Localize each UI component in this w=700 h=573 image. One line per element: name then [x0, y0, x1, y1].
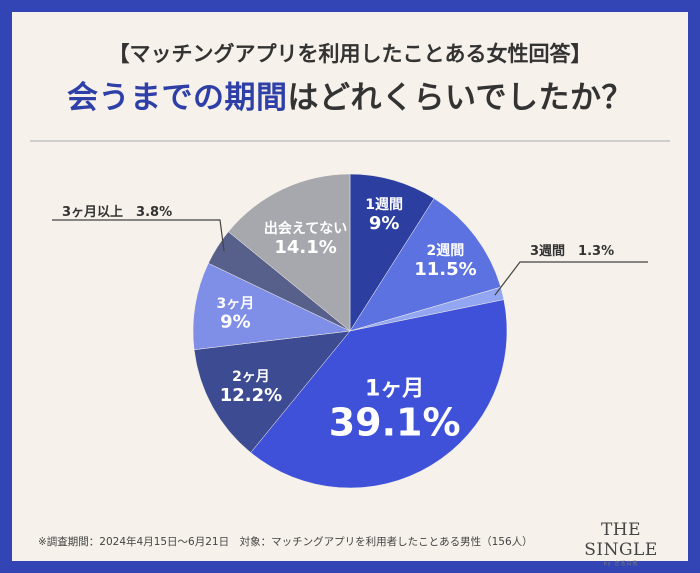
slice-label: 1ヶ月 — [365, 377, 424, 402]
slice-value-label: 11.5% — [414, 259, 476, 280]
logo-sub: by 恋活白書 — [603, 561, 639, 567]
callout-label: 3ヶ月以上 3.8% — [62, 205, 172, 220]
slice-value-label: 12.2% — [220, 385, 282, 406]
pie-slice-2 — [349, 198, 502, 332]
callout-label: 3週間 1.3% — [530, 244, 614, 259]
slice-value-label: 39.1% — [329, 400, 461, 444]
slice-label: 出会えてない — [264, 220, 347, 237]
chart-title: 会うまでの期間はどれくらいでしたか？ — [12, 72, 688, 117]
title-highlight: 会うまでの期間 — [66, 80, 288, 116]
callout-leader-line — [52, 219, 225, 252]
title-divider — [30, 140, 670, 142]
pie-slice-4 — [250, 299, 508, 489]
pie-slice-1 — [349, 173, 435, 332]
slice-value-label: 9% — [220, 312, 251, 333]
logo-main: THE SINGLE — [584, 520, 658, 560]
callout-leader-line — [494, 261, 648, 296]
slice-value-label: 14.1% — [274, 237, 336, 258]
survey-footnote: ※調査期間：2024年4月15日〜6月21日 対象：マッチングアプリを利用者した… — [38, 536, 533, 548]
slice-label: 2ヶ月 — [232, 369, 270, 385]
pie-slice-6 — [192, 262, 351, 350]
pie-slice-8 — [228, 173, 351, 332]
title-rest: はどれくらいでしたか？ — [287, 80, 634, 116]
slice-label: 1週間 — [365, 197, 403, 213]
pie-slice-5 — [193, 330, 351, 453]
slice-label: 2週間 — [427, 243, 465, 259]
slice-label: 3ヶ月 — [216, 296, 254, 312]
slice-value-label: 9% — [369, 213, 400, 234]
chart-subtitle: 【マッチングアプリを利用したことある女性回答】 — [108, 42, 592, 66]
brand-logo: THE SINGLE by 恋活白書 — [566, 520, 676, 567]
